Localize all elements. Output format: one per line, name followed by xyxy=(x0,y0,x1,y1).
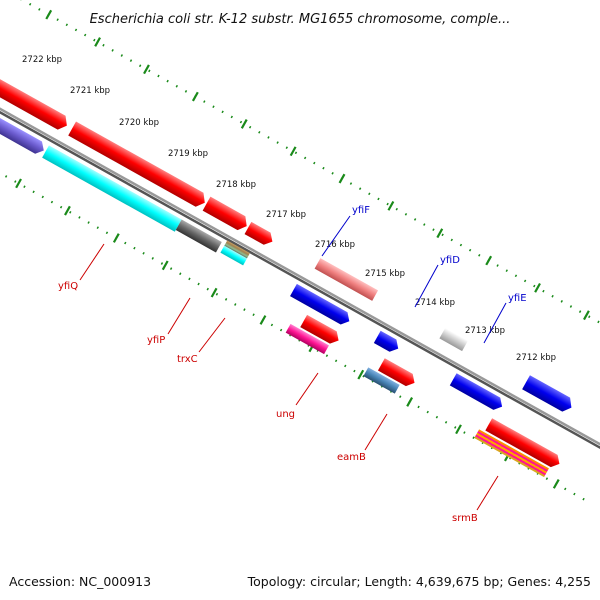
kbp-label: 2717 kbp xyxy=(266,210,306,220)
kbp-label: 2720 kbp xyxy=(119,118,159,128)
ruler-tick xyxy=(210,287,218,298)
gene-feature[interactable] xyxy=(285,323,329,355)
ruler-tick xyxy=(485,255,493,266)
kbp-label: 2716 kbp xyxy=(315,240,355,250)
gene-feature[interactable] xyxy=(363,367,400,394)
kbp-labels: 2722 kbp 2721 kbp 2720 kbp 2719 kbp 2718… xyxy=(22,55,556,363)
ruler-tick xyxy=(534,282,541,293)
gene-feature[interactable] xyxy=(42,145,182,232)
ruler-tick xyxy=(552,478,560,489)
gene-label-yfiP[interactable]: yfiP xyxy=(147,335,165,346)
gene-feature[interactable] xyxy=(300,314,342,347)
gene-feature[interactable] xyxy=(449,373,506,413)
gene-feature[interactable] xyxy=(0,106,47,156)
forward-strand-features xyxy=(0,76,575,414)
gene-label-eamB[interactable]: eamB xyxy=(337,452,366,463)
ruler-tick xyxy=(143,64,150,75)
gene-feature[interactable] xyxy=(522,375,575,414)
ruler-tick xyxy=(15,178,22,189)
gene-feature[interactable] xyxy=(220,245,248,266)
gene-feature[interactable] xyxy=(474,429,549,478)
ruler-tick xyxy=(583,310,590,321)
track-frame xyxy=(0,0,600,501)
topology-text: Topology: circular; Length: 4,639,675 bp… xyxy=(247,574,591,589)
ruler-tick xyxy=(289,146,297,157)
gene-feature[interactable] xyxy=(314,258,379,301)
gene-feature[interactable] xyxy=(202,196,251,233)
gene-label-yfiQ[interactable]: yfiQ xyxy=(58,281,78,292)
gene-label-yfiE[interactable]: yfiE xyxy=(508,293,527,304)
ruler-tick xyxy=(45,9,53,20)
ruler-tick xyxy=(64,205,71,216)
backbone-inner xyxy=(0,96,600,455)
map-title: Escherichia coli str. K-12 substr. MG165… xyxy=(90,12,511,27)
gene-label-srmB[interactable]: srmB xyxy=(452,513,478,524)
ruler-tick xyxy=(161,260,169,271)
ruler-tick xyxy=(259,315,267,325)
gene-feature[interactable] xyxy=(244,221,276,248)
reverse-strand-features xyxy=(0,106,402,355)
ruler-tick xyxy=(191,91,199,102)
kbp-label: 2715 kbp xyxy=(365,269,405,279)
gene-label-ung[interactable]: ung xyxy=(276,409,295,420)
ruler-tick xyxy=(94,37,101,47)
inner-row-features xyxy=(285,314,563,478)
ruler-tick xyxy=(387,200,395,211)
gene-feature[interactable] xyxy=(175,219,222,253)
gene-label-yfiD[interactable]: yfiD xyxy=(440,255,460,266)
gene-feature[interactable] xyxy=(290,283,353,327)
gene-feature[interactable] xyxy=(373,330,402,355)
kbp-label: 2714 kbp xyxy=(415,298,455,308)
kbp-label: 2722 kbp xyxy=(22,55,62,65)
kbp-label: 2712 kbp xyxy=(516,353,556,363)
top-gene-labels: yfiF yfiD yfiE xyxy=(321,205,527,344)
accession-text: Accession: NC_000913 xyxy=(9,574,151,589)
gene-feature[interactable] xyxy=(439,327,468,352)
ruler-tick xyxy=(357,369,365,380)
ruler-tick xyxy=(240,119,248,129)
gene-feature[interactable] xyxy=(0,76,71,133)
ruler-ticks xyxy=(15,9,590,489)
gene-label-trxC[interactable]: trxC xyxy=(177,354,198,365)
gene-feature[interactable] xyxy=(224,240,250,259)
ruler-tick xyxy=(436,228,444,239)
ruler-tick xyxy=(338,173,346,184)
gene-feature[interactable] xyxy=(68,121,208,210)
gene-feature[interactable] xyxy=(485,418,563,470)
bottom-gene-labels: yfiQ yfiP trxC ung eamB srmB xyxy=(58,243,499,524)
ruler-tick xyxy=(112,233,120,243)
kbp-label: 2713 kbp xyxy=(465,326,505,336)
gene-label-yfiF[interactable]: yfiF xyxy=(352,205,370,216)
ruler-tick xyxy=(455,424,462,435)
ruler-tick xyxy=(406,397,414,407)
kbp-label: 2719 kbp xyxy=(168,149,208,159)
kbp-label: 2718 kbp xyxy=(216,180,256,190)
backbone-outer xyxy=(0,93,600,452)
kbp-label: 2721 kbp xyxy=(70,86,110,96)
gene-feature[interactable] xyxy=(377,358,418,389)
